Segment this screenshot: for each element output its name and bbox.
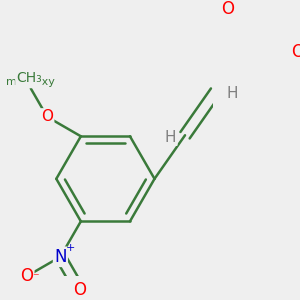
Text: methoxy: methoxy [6, 77, 55, 87]
Text: ⁻: ⁻ [33, 271, 39, 284]
Text: O: O [41, 109, 53, 124]
Text: OH: OH [291, 43, 300, 61]
Text: +: + [66, 243, 75, 253]
Text: O: O [221, 0, 234, 18]
Text: O: O [20, 267, 33, 285]
Text: H: H [226, 86, 238, 101]
Text: H: H [165, 130, 176, 145]
Text: O: O [73, 281, 86, 299]
Text: CH₃: CH₃ [16, 71, 42, 85]
Text: N: N [54, 248, 67, 266]
